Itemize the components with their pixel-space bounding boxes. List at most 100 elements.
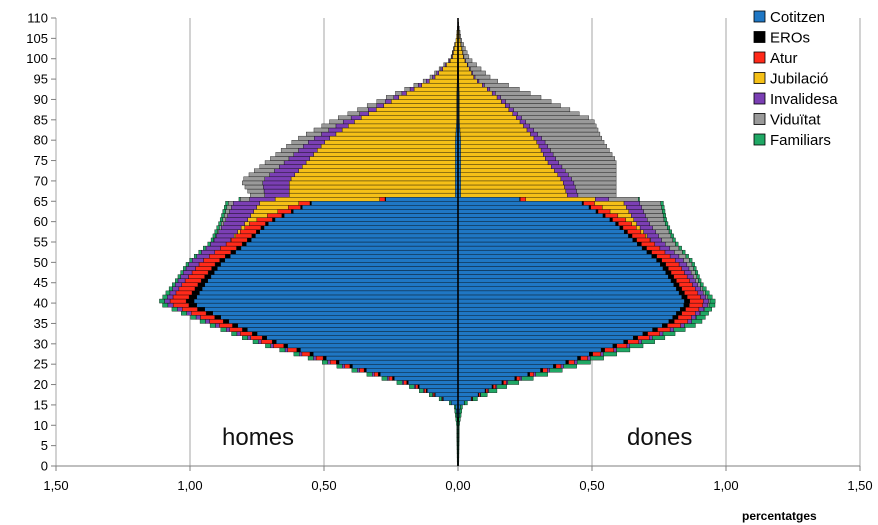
- bar-homes-age-46-series-2: [188, 274, 205, 279]
- bar-homes-age-93-series-5: [413, 82, 419, 88]
- y-tick-label-6: 30: [34, 336, 48, 351]
- bar-dones-age-55-series-1: [632, 237, 637, 243]
- bar-dones-age-21-series-4: [519, 376, 522, 381]
- bar-dones-age-26-series-6: [590, 355, 604, 361]
- bar-homes-age-39-series-2: [172, 302, 190, 308]
- bar-dones-age-60-series-0: [457, 217, 611, 222]
- bar-dones-age-30-series-4: [638, 339, 642, 344]
- bar-homes-age-98-series-4: [444, 62, 447, 68]
- axes-group: [51, 17, 861, 471]
- bar-homes-age-19-series-1: [417, 384, 420, 389]
- bar-dones-age-41-series-5: [705, 294, 708, 300]
- bar-dones-age-101-series-5: [462, 50, 468, 55]
- bar-homes-age-79-series-3: [324, 140, 456, 145]
- bar-homes-age-50-series-4: [192, 258, 204, 263]
- bar-homes-age-51-series-1: [225, 254, 231, 259]
- bar-homes-age-40-series-6: [159, 298, 165, 304]
- bar-dones-age-76-series-4: [543, 152, 554, 157]
- bar-dones-age-73-series-3: [460, 164, 552, 169]
- bar-homes-age-23-series-1: [363, 368, 367, 373]
- bar-homes-age-42-series-2: [175, 290, 193, 296]
- bar-dones-age-87-series-3: [459, 107, 510, 112]
- bar-dones-age-39-series-1: [683, 302, 690, 308]
- bar-dones-age-73-series-4: [551, 164, 563, 169]
- bar-homes-age-23-series-2: [359, 368, 365, 373]
- legend-label-3: Jubilació: [770, 71, 828, 88]
- bar-homes-age-31-series-2: [250, 335, 263, 340]
- bar-homes-age-63-series-0: [302, 205, 459, 210]
- bar-homes-age-72-series-3: [298, 168, 456, 173]
- bar-homes-age-36-series-4: [195, 315, 201, 320]
- bar-homes-age-32-series-4: [236, 331, 241, 336]
- bar-homes-age-78-series-4: [303, 144, 322, 149]
- bar-dones-age-45-series-1: [670, 278, 677, 283]
- bar-homes-age-26-series-6: [307, 355, 314, 361]
- bar-homes-age-90-series-4: [393, 95, 400, 100]
- bar-dones-age-47-series-5: [690, 270, 696, 275]
- bar-dones-age-63-series-4: [626, 205, 642, 210]
- bar-homes-age-23-series-6: [351, 368, 358, 373]
- x-axis-label: percentatges: [742, 509, 817, 523]
- bar-homes-age-42-series-1: [191, 290, 200, 296]
- bar-dones-age-45-series-2: [676, 278, 690, 283]
- bar-dones-age-44-series-0: [457, 282, 674, 287]
- bar-homes-age-49-series-1: [214, 262, 221, 267]
- bar-homes-age-62-series-4: [229, 209, 254, 214]
- bar-dones-age-21-series-2: [516, 376, 521, 381]
- bar-homes-age-40-series-2: [169, 298, 187, 304]
- bar-homes-age-61-series-0: [283, 213, 459, 218]
- y-tick-label-14: 70: [34, 173, 48, 188]
- bar-dones-age-27-series-1: [589, 351, 593, 357]
- bar-homes-age-32-series-0: [256, 331, 459, 336]
- y-tick-label-11: 55: [34, 235, 48, 250]
- bar-dones-age-11-series-6: [458, 416, 461, 422]
- bar-homes-age-85-series-3: [361, 115, 457, 120]
- bar-dones-age-56-series-4: [646, 233, 659, 239]
- bar-homes-age-19-series-2: [415, 384, 419, 389]
- y-tick-label-16: 80: [34, 133, 48, 148]
- bar-dones-age-74-series-4: [547, 160, 559, 165]
- bar-homes-age-60-series-4: [225, 217, 248, 222]
- bar-homes-age-95-series-4: [432, 74, 436, 80]
- bar-homes-age-77-series-5: [280, 148, 299, 153]
- bar-homes-age-20-series-0: [407, 380, 459, 385]
- bar-homes-age-96-series-5: [434, 70, 437, 76]
- bar-dones-age-56-series-5: [658, 233, 672, 239]
- bar-homes-age-89-series-4: [385, 99, 392, 104]
- bar-homes-age-90-series-3: [398, 95, 457, 100]
- legend-swatch-5: [753, 113, 766, 125]
- bar-homes-age-34-series-2: [219, 323, 233, 328]
- bar-homes-age-42-series-4: [169, 290, 177, 296]
- bar-dones-age-62-series-0: [457, 209, 597, 214]
- y-tick-label-5: 25: [34, 357, 48, 372]
- bar-dones-age-35-series-1: [668, 319, 675, 324]
- bar-dones-age-46-series-1: [668, 274, 674, 279]
- bar-homes-age-19-series-0: [418, 384, 459, 389]
- bar-dones-age-61-series-0: [457, 213, 604, 218]
- bar-dones-age-38-series-6: [704, 306, 712, 312]
- y-tick-label-21: 105: [26, 31, 48, 46]
- bar-dones-age-52-series-2: [651, 249, 666, 255]
- bar-homes-age-33-series-1: [242, 327, 248, 332]
- bar-dones-age-26-series-4: [587, 355, 591, 361]
- bar-homes-age-24-series-6: [336, 364, 343, 369]
- bar-dones-age-39-series-6: [708, 302, 716, 308]
- bar-dones-age-41-series-1: [681, 294, 688, 300]
- bar-dones-age-53-series-2: [646, 245, 661, 251]
- bar-dones-age-38-series-4: [698, 306, 705, 312]
- bar-dones-age-35-series-0: [457, 319, 670, 324]
- bar-homes-age-91-series-4: [401, 91, 407, 96]
- bar-homes-age-73-series-4: [279, 164, 303, 169]
- bar-homes-age-18-series-0: [427, 388, 459, 393]
- bar-dones-age-92-series-4: [487, 87, 491, 92]
- bar-dones-age-60-series-1: [609, 217, 613, 222]
- bar-dones-age-62-series-4: [628, 209, 644, 214]
- bar-homes-age-23-series-4: [357, 368, 360, 373]
- bar-dones-age-90-series-4: [496, 95, 502, 100]
- bar-dones-age-86-series-3: [459, 111, 513, 116]
- bar-homes-age-40-series-1: [185, 298, 195, 304]
- bar-homes-age-56-series-1: [251, 233, 256, 239]
- bar-dones-age-28-series-2: [604, 347, 615, 353]
- bar-dones-age-48-series-6: [693, 266, 697, 271]
